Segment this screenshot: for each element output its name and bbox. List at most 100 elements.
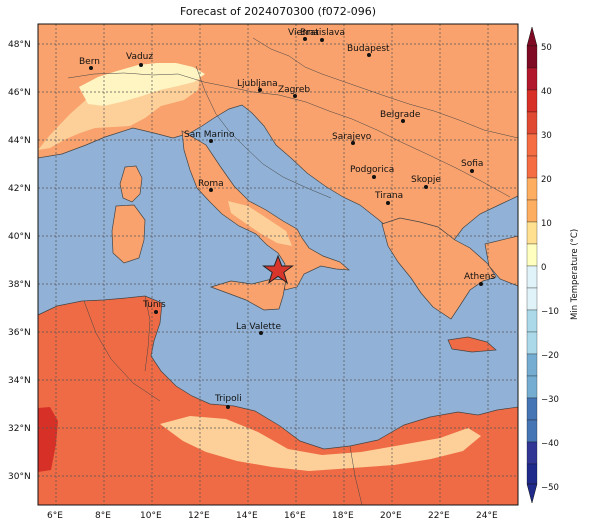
lat-label-42: 42°N (8, 184, 31, 194)
colorbar-tick-minus40: −40 (541, 439, 559, 449)
lon-label-18: 18°E (332, 511, 354, 521)
map-frame (37, 23, 519, 506)
city-point-vaduz (139, 63, 143, 67)
city-label-belgrade: Belgrade (380, 110, 421, 120)
border-line-2 (195, 65, 332, 199)
city-point-zagreb (293, 94, 297, 98)
city-label-sofia: Sofia (461, 159, 483, 169)
city-label-tripoli: Tripoli (214, 394, 242, 404)
lat-label-40: 40°N (8, 232, 31, 242)
city-label-san-marino: San Marino (184, 130, 235, 140)
border-line-4 (83, 300, 161, 402)
city-point-ljubljana (258, 88, 262, 92)
colorbar-band-minus25 (526, 353, 538, 377)
colorbar-band-25 (526, 133, 538, 157)
colorbar: 50 40 30 20 10 0 −10 −20 −30 −40 −50 Min… (526, 26, 580, 504)
lat-label-48: 48°N (8, 40, 31, 50)
colorbar-band-minus50 (526, 463, 538, 485)
lon-axis-labels: 6°E 8°E 10°E 12°E 14°E 16°E 18°E 20°E 22… (47, 511, 498, 521)
island-corsica (119, 165, 143, 203)
colorbar-tick-40: 40 (541, 87, 552, 97)
city-label-sarajevo: Sarajevo (332, 132, 372, 142)
region-alps-cool (79, 63, 205, 106)
lat-label-32: 32°N (8, 424, 31, 434)
border-line-1 (67, 72, 511, 198)
colorbar-tick-minus20: −20 (541, 351, 559, 361)
city-point-vienna (303, 37, 307, 41)
lat-label-46: 46°N (8, 88, 31, 98)
city-point-belgrade (401, 119, 405, 123)
map-grid (38, 24, 518, 505)
colorbar-tick-minus10: −10 (541, 307, 559, 317)
colorbar-band-40 (526, 67, 538, 91)
colorbar-band-minus5 (526, 265, 538, 289)
city-label-roma: Roma (198, 179, 224, 189)
lon-label-10: 10°E (140, 511, 162, 521)
city-label-podgorica: Podgorica (350, 165, 394, 175)
city-markers: Bern Vaduz Vienna Bratislava Budapest Lj… (79, 28, 495, 409)
city-label-skopje: Skopje (411, 175, 441, 185)
colorbar-tick-20: 20 (541, 175, 552, 185)
region-west-africa-hot (38, 407, 58, 472)
colorbar-tick-minus50: −50 (541, 483, 559, 493)
city-point-sarajevo (351, 141, 355, 145)
colorbar-label: Min Temperature (°C) (570, 229, 580, 320)
city-point-budapest (367, 53, 371, 57)
lat-label-34: 34°N (8, 376, 31, 386)
city-point-athens (479, 282, 483, 286)
city-label-vienna: Vienna (288, 28, 319, 38)
city-point-tunis (154, 310, 158, 314)
city-point-sofia (470, 169, 474, 173)
city-label-la-valette: La Valette (236, 322, 281, 332)
border-line-3 (252, 37, 519, 139)
colorbar-band-minus30 (526, 375, 538, 399)
lat-label-30: 30°N (8, 472, 31, 482)
lon-label-6: 6°E (47, 511, 63, 521)
colorbar-band-minus45 (526, 441, 538, 465)
city-label-vaduz: Vaduz (126, 52, 153, 62)
lon-label-20: 20°E (380, 511, 402, 521)
colorbar-band-35 (526, 89, 538, 113)
city-point-tripoli (226, 405, 230, 409)
colorbar-top-arrow-icon (526, 26, 538, 47)
colorbar-band-45 (526, 45, 538, 69)
colorbar-band-minus20 (526, 331, 538, 355)
city-point-la-valette (259, 331, 263, 335)
city-label-tirana: Tirana (374, 191, 403, 201)
colorbar-tick-30: 30 (541, 131, 552, 141)
land-italy (181, 130, 351, 291)
lon-label-16: 16°E (284, 511, 306, 521)
colorbar-tick-0: 0 (541, 263, 546, 273)
island-sicily (209, 278, 287, 311)
colorbar-band-minus35 (526, 397, 538, 421)
lon-label-8: 8°E (95, 511, 111, 521)
border-line-5 (144, 295, 151, 372)
city-label-budapest: Budapest (347, 44, 390, 54)
land-turkey-west (484, 235, 519, 287)
city-point-bratislava (320, 38, 324, 42)
city-point-bern (89, 66, 93, 70)
lat-label-36: 36°N (8, 328, 31, 338)
city-label-athens: Athens (464, 272, 495, 282)
island-sardinia (111, 204, 146, 264)
colorbar-band-5 (526, 221, 538, 245)
colorbar-band-minus15 (526, 309, 538, 333)
lon-label-24: 24°E (476, 511, 498, 521)
lat-label-44: 44°N (8, 136, 31, 146)
map-title: Forecast of 2024070300 (f072-096) (179, 5, 377, 18)
city-point-san-marino (209, 139, 213, 143)
lon-label-12: 12°E (188, 511, 210, 521)
colorbar-band-30 (526, 111, 538, 135)
city-label-ljubljana: Ljubljana (237, 79, 278, 89)
island-crete (447, 336, 497, 353)
lat-axis-labels: 48°N 46°N 44°N 42°N 40°N 38°N 36°N 34°N … (8, 40, 31, 482)
colorbar-tick-minus30: −30 (541, 395, 559, 405)
city-label-bratislava: Bratislava (300, 28, 345, 38)
city-point-skopje (424, 185, 428, 189)
city-label-bern: Bern (79, 57, 100, 67)
city-label-zagreb: Zagreb (278, 85, 310, 95)
lat-label-38: 38°N (8, 280, 31, 290)
lon-label-22: 22°E (428, 511, 450, 521)
